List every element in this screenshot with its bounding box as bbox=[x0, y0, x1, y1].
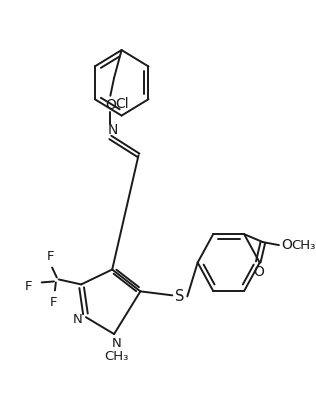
Text: N: N bbox=[112, 336, 122, 350]
Text: F: F bbox=[25, 280, 32, 293]
Text: F: F bbox=[50, 296, 58, 309]
Text: CH₃: CH₃ bbox=[105, 350, 129, 363]
Text: N: N bbox=[73, 313, 82, 326]
Text: O: O bbox=[253, 265, 264, 279]
Text: F: F bbox=[46, 250, 54, 263]
Text: CH₃: CH₃ bbox=[291, 239, 315, 251]
Text: O: O bbox=[281, 238, 292, 252]
Text: S: S bbox=[175, 289, 185, 304]
Text: N: N bbox=[108, 124, 118, 138]
Text: O: O bbox=[105, 98, 116, 111]
Text: Cl: Cl bbox=[115, 97, 128, 111]
